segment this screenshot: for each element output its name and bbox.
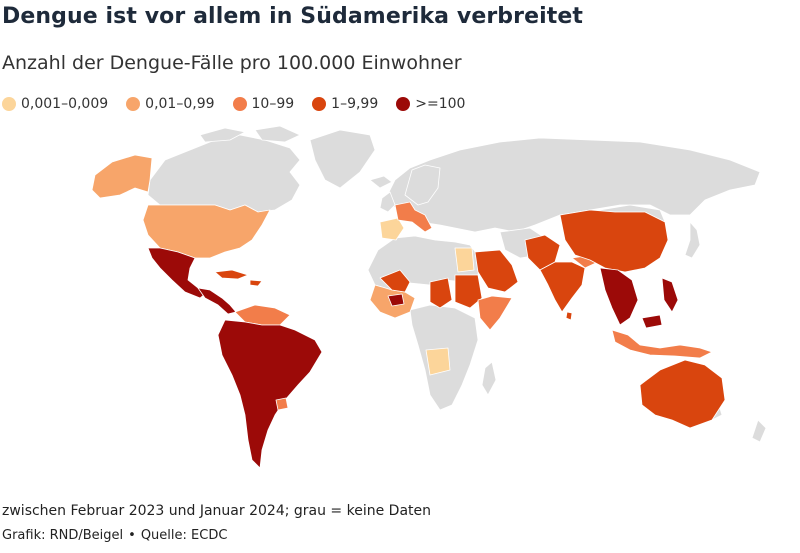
legend-label: 0,001–0,009 <box>21 96 109 112</box>
footnote: zwischen Februar 2023 und Januar 2024; g… <box>2 503 431 519</box>
region-eurasia-north <box>384 137 761 233</box>
legend-item-2: 0,01–0,99 <box>126 96 215 112</box>
region-angola <box>425 347 451 376</box>
region-china <box>559 209 669 273</box>
region-sri-lanka <box>565 311 573 321</box>
region-usa <box>142 204 271 259</box>
legend-item-4: 1–9,99 <box>312 96 378 112</box>
region-madagascar <box>481 361 497 396</box>
legend-label: 10–99 <box>251 96 295 112</box>
legend-item-1: 0,001–0,009 <box>2 96 108 112</box>
region-sudan <box>454 274 483 309</box>
legend-swatch <box>2 97 16 111</box>
legend-label: 0,01–0,99 <box>145 96 215 112</box>
legend-label: >=100 <box>415 96 466 112</box>
region-philippines <box>661 277 679 313</box>
region-arctic-islands <box>199 125 301 143</box>
legend-label: 1–9,99 <box>331 96 379 112</box>
region-malaysia <box>641 314 663 329</box>
chart-subtitle: Anzahl der Dengue-Fälle pro 100.000 Einw… <box>2 52 462 74</box>
legend-swatch <box>126 97 141 111</box>
region-central-america <box>197 287 237 315</box>
region-canada <box>147 134 301 213</box>
region-egypt <box>454 247 475 273</box>
region-scandinavia <box>404 164 441 206</box>
legend-swatch <box>232 97 247 111</box>
source-line: Grafik: RND/Beigel • Quelle: ECDC <box>2 528 227 543</box>
region-caribbean <box>214 269 263 287</box>
chart-title: Dengue ist vor allem in Südamerika verbr… <box>2 4 584 29</box>
region-uk <box>379 191 396 213</box>
region-uruguay <box>275 397 289 411</box>
region-australia <box>639 359 726 429</box>
legend-item-3: 10–99 <box>232 96 295 112</box>
legend: 0,001–0,009 0,01–0,99 10–99 1–9,99 >=100 <box>2 96 483 112</box>
region-indonesia <box>611 329 713 359</box>
world-map <box>91 125 767 469</box>
separator-dot: • <box>128 528 136 543</box>
region-alaska <box>91 154 153 199</box>
region-iceland <box>369 175 393 189</box>
region-france-italy <box>394 201 433 233</box>
credit-text: Grafik: RND/Beigel <box>2 528 124 543</box>
region-spain <box>379 217 405 241</box>
region-chad <box>429 277 453 309</box>
region-southeast-asia <box>599 267 639 326</box>
region-india <box>539 261 586 313</box>
legend-swatch <box>396 97 411 111</box>
region-burkina <box>387 293 405 307</box>
region-ethiopia-somalia <box>477 295 513 331</box>
region-mali <box>379 269 411 293</box>
region-japan <box>684 221 701 259</box>
legend-item-5: >=100 <box>396 96 465 112</box>
source-text: Quelle: ECDC <box>140 528 228 543</box>
legend-swatch <box>312 97 327 111</box>
region-south-america <box>217 319 323 469</box>
region-new-zealand <box>751 419 767 443</box>
region-arabia <box>474 249 519 293</box>
region-greenland <box>309 129 376 189</box>
